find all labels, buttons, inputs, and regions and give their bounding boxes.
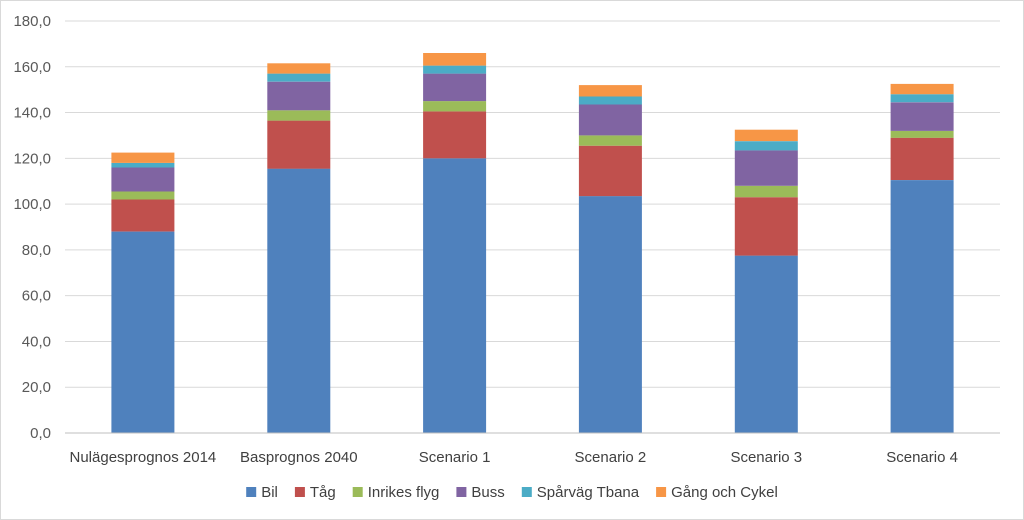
bar-segment <box>578 196 642 433</box>
bar-segment <box>890 130 954 138</box>
x-category-label: Scenario 3 <box>730 449 802 466</box>
y-tick-label: 60,0 <box>22 288 51 305</box>
bar-segment <box>890 102 954 131</box>
bar-segment <box>267 120 331 169</box>
legend-label: Inrikes flyg <box>368 484 440 501</box>
legend-swatch <box>456 487 467 497</box>
x-category-label: Basprognos 2040 <box>240 449 358 466</box>
legend-swatch <box>521 487 532 497</box>
bar-segment <box>578 96 642 105</box>
y-tick-label: 120,0 <box>13 150 51 167</box>
bar-segment <box>423 101 487 112</box>
legend-swatch <box>656 487 667 497</box>
bar-segment <box>267 81 331 111</box>
bar-segment <box>734 185 798 198</box>
bar-segment <box>111 191 175 200</box>
bar-segment <box>111 167 175 192</box>
bar-segment <box>111 162 175 168</box>
bar-segment <box>734 129 798 142</box>
y-tick-label: 20,0 <box>22 379 51 396</box>
y-tick-label: 80,0 <box>22 242 51 259</box>
bar-segment <box>423 73 487 102</box>
gridlines <box>65 20 1000 388</box>
bars <box>111 53 954 434</box>
bar-segment <box>578 85 642 97</box>
bar-segment <box>734 150 798 186</box>
bar-segment <box>890 94 954 103</box>
y-tick-label: 140,0 <box>13 105 51 122</box>
y-tick-label: 0,0 <box>30 425 51 442</box>
bar-segment <box>423 65 487 74</box>
bar-segment <box>111 231 175 433</box>
y-tick-label: 180,0 <box>13 13 51 30</box>
bar-segment <box>734 141 798 151</box>
bar-segment <box>734 255 798 433</box>
legend-label: Bil <box>261 484 278 501</box>
legend: Bil Tåg Inrikes flyg Buss Spårväg Tbana Gång … <box>246 484 778 501</box>
bar-segment <box>111 152 175 163</box>
bar-segment <box>578 135 642 146</box>
bar-segment <box>111 199 175 232</box>
legend-label: Tåg <box>310 484 336 501</box>
bar-segment <box>267 73 331 82</box>
legend-label: Buss <box>471 484 504 501</box>
x-category-label: Scenario 1 <box>419 449 491 466</box>
bar-segment <box>890 137 954 180</box>
y-tick-label: 160,0 <box>13 59 51 76</box>
bar-segment <box>578 104 642 136</box>
bar-segment <box>267 168 331 433</box>
bar-segment <box>423 111 487 159</box>
x-category-label: Scenario 4 <box>886 449 958 466</box>
bar-segment <box>267 110 331 121</box>
bar-segment <box>423 53 487 66</box>
x-category-label: Nulägesprognos 2014 <box>70 449 217 466</box>
legend-swatch <box>246 487 257 497</box>
legend-swatch <box>352 487 363 497</box>
bar-segment <box>267 63 331 74</box>
legend-label: Spårväg Tbana <box>537 484 640 501</box>
legend-swatch <box>294 487 305 497</box>
bar-segment <box>734 197 798 256</box>
legend-label: Gång och Cykel <box>671 484 778 501</box>
bar-segment <box>890 83 954 95</box>
y-axis-ticks: 0,0 20,0 40,0 60,0 80,0 100,0 120,0 140,0 160,0 1… <box>13 13 51 442</box>
y-tick-label: 100,0 <box>13 196 51 213</box>
bar-segment <box>423 158 487 434</box>
x-axis-categories: Nulägesprognos 2014 Basprognos 2040 Scenar… <box>70 449 958 466</box>
bar-segment <box>578 145 642 197</box>
x-category-label: Scenario 2 <box>575 449 647 466</box>
bar-segment <box>890 180 954 433</box>
y-tick-label: 40,0 <box>22 333 51 350</box>
